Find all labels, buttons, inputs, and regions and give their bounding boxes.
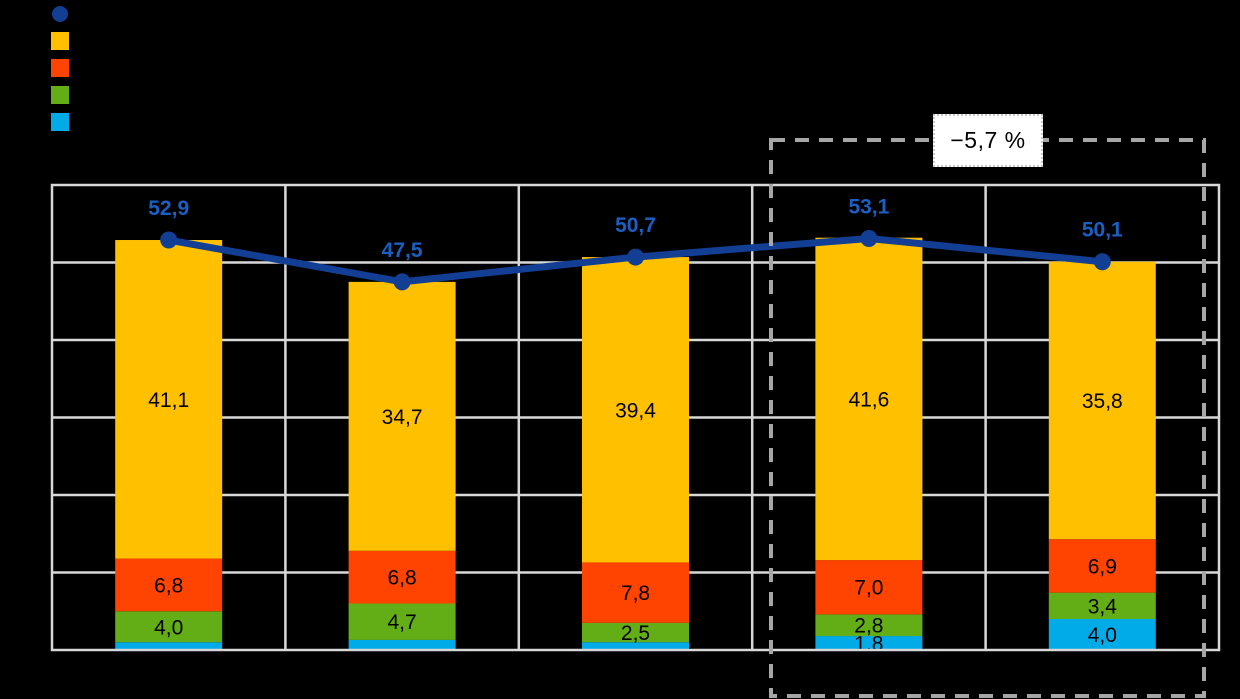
bar-segment-value-label: 2,5: [621, 622, 650, 645]
bar-segment-value-label: 4,0: [1088, 624, 1117, 647]
bar-segment-orange: [348, 550, 456, 604]
legend-item-4: [51, 113, 77, 131]
bar-segment-value-label: 2,8: [854, 615, 883, 638]
legend-item-2: [51, 59, 77, 77]
legend-item-3: [51, 86, 77, 104]
total-line-marker: [1093, 253, 1111, 271]
bar-segment-value-label: 4,7: [387, 611, 416, 634]
bar-segment-green: [582, 622, 689, 643]
total-value-label: 50,7: [615, 214, 656, 237]
bar-segment-yellow: [1048, 261, 1156, 540]
bar-segment-value-label: 7,0: [854, 577, 883, 600]
bar-segment-green: [348, 603, 456, 640]
bar-segment-swatch-icon: [51, 32, 69, 50]
bar-segment-value-label: 41,6: [848, 388, 889, 411]
annotation-change-label: −5,7 %: [950, 127, 1026, 153]
total-line-marker: [393, 273, 411, 291]
line-series-swatch-icon: [52, 6, 68, 22]
bar-segment-green: [1048, 592, 1156, 619]
bar-segment-value-label: 39,4: [615, 399, 656, 422]
legend-item-1: [51, 32, 77, 50]
bar-segment-value-label: 6,9: [1088, 555, 1117, 578]
bar-segment-value-label: 6,8: [387, 567, 416, 590]
bar-segment-value-label: 34,7: [382, 406, 423, 429]
bar-segment-green: [815, 614, 923, 637]
total-line-marker: [627, 248, 644, 266]
total-line-marker: [860, 229, 878, 247]
total-value-label: 53,1: [848, 195, 889, 218]
bar-segment-yellow: [815, 237, 923, 561]
bar-segment-lightblue: [115, 642, 223, 650]
bar-segment-value-label: 35,8: [1082, 390, 1123, 413]
bar-segment-swatch-icon: [51, 113, 69, 131]
total-line-marker: [160, 231, 178, 249]
bar-segment-value-label: 3,4: [1088, 595, 1118, 618]
bar-segment-orange: [115, 558, 223, 612]
bar-segment-swatch-icon: [51, 86, 69, 104]
plot-border: [50, 183, 1221, 652]
total-value-label: 47,5: [382, 239, 423, 262]
bar-segment-swatch-icon: [51, 59, 69, 77]
annotation-change-box: −5,7 %: [933, 114, 1043, 167]
bar-segment-orange: [1048, 539, 1156, 593]
bar-segment-value-label: 7,8: [621, 582, 650, 605]
bar-segment-lightblue: [1048, 619, 1156, 650]
bar-segment-lightblue: [348, 639, 456, 650]
total-value-label: 50,1: [1082, 219, 1123, 242]
bar-segment-value-label: 6,8: [154, 574, 183, 597]
bar-segment-orange: [582, 562, 689, 623]
bar-segment-green: [115, 611, 223, 643]
bar-segment-yellow: [348, 281, 456, 551]
bar-segment-value-label: 4,0: [154, 616, 183, 639]
total-value-label: 52,9: [148, 197, 189, 220]
bar-segment-yellow: [582, 257, 689, 563]
bar-segment-lightblue: [815, 636, 923, 650]
bar-segment-orange: [815, 560, 923, 615]
legend-item-0: [51, 5, 76, 23]
bar-segment-yellow: [115, 240, 223, 559]
bar-segment-lightblue: [582, 642, 689, 650]
bar-segment-value-label: 41,1: [148, 389, 189, 412]
